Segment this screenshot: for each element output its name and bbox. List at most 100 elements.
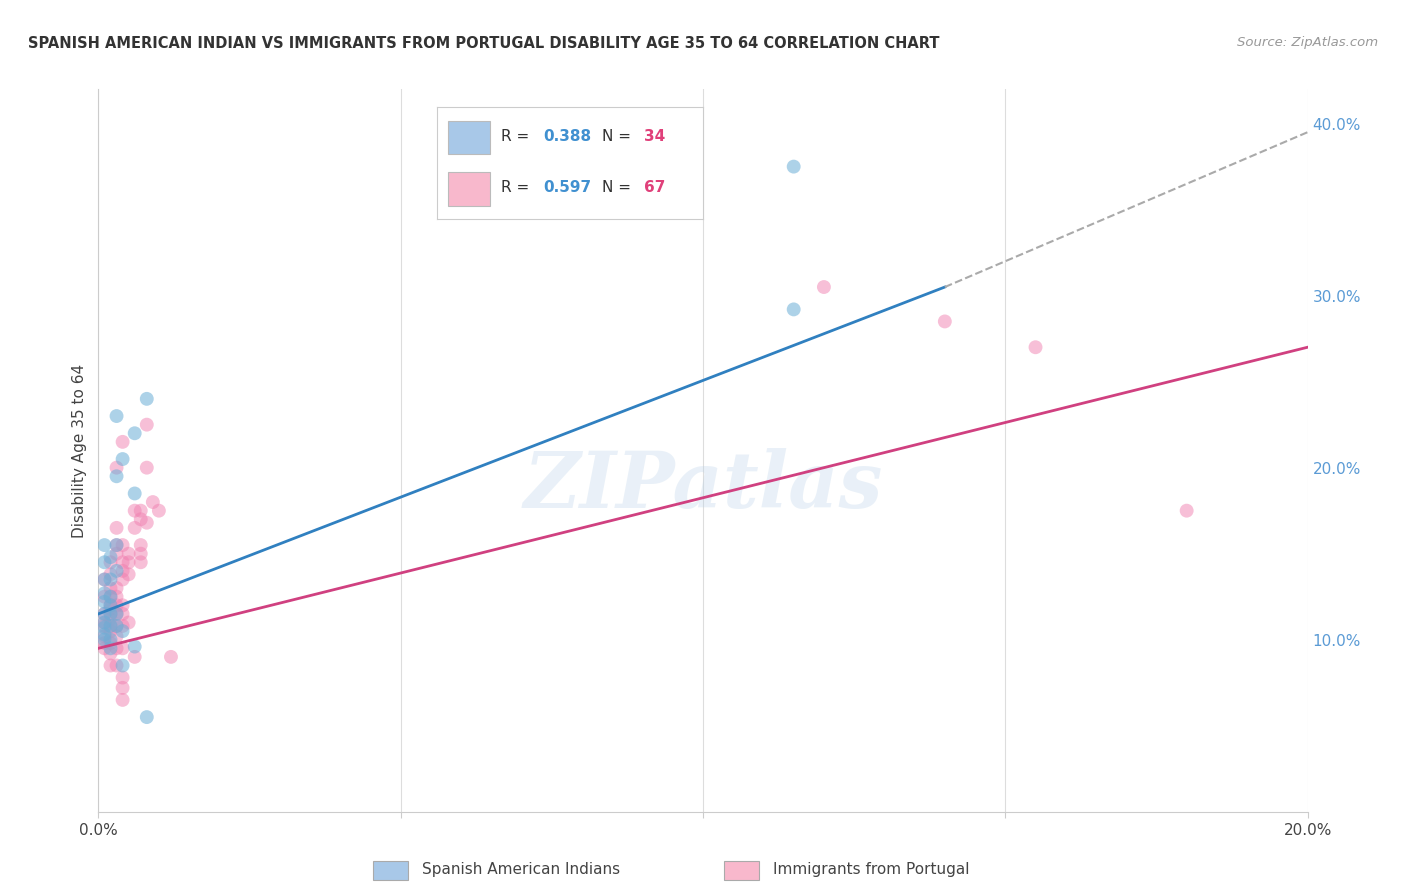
Point <box>783 160 806 174</box>
Text: Spanish American Indians: Spanish American Indians <box>422 863 620 877</box>
Point <box>111 452 134 467</box>
Point <box>105 547 128 561</box>
Point <box>93 627 115 641</box>
Point <box>100 573 122 587</box>
Point <box>111 624 134 639</box>
Point <box>100 581 122 595</box>
Point <box>118 555 141 569</box>
Point <box>1024 340 1046 354</box>
Point <box>111 564 134 578</box>
Text: ZIPatlas: ZIPatlas <box>523 449 883 524</box>
Point <box>111 538 134 552</box>
Point <box>783 302 806 317</box>
Point <box>105 599 128 613</box>
Point <box>100 647 122 661</box>
Point <box>148 503 170 517</box>
Point <box>118 547 141 561</box>
Text: Immigrants from Portugal: Immigrants from Portugal <box>773 863 970 877</box>
Point <box>93 573 115 587</box>
Point <box>100 658 122 673</box>
Point <box>135 392 157 406</box>
Point <box>93 621 115 635</box>
Point <box>105 629 128 643</box>
Point <box>105 619 128 633</box>
Point <box>129 547 152 561</box>
Point <box>100 590 122 604</box>
Point <box>100 619 122 633</box>
Point <box>129 555 152 569</box>
Point <box>105 460 128 475</box>
Point <box>100 607 122 621</box>
Point <box>105 641 128 656</box>
Point <box>111 671 134 685</box>
Point <box>93 586 115 600</box>
Point <box>93 615 115 630</box>
Point <box>934 314 956 328</box>
Point <box>105 409 128 423</box>
Point <box>100 619 122 633</box>
Point <box>105 538 128 552</box>
Point <box>135 417 157 432</box>
Point <box>111 555 134 569</box>
Point <box>111 599 134 613</box>
Point <box>100 599 122 613</box>
Point <box>129 503 152 517</box>
Point <box>118 567 141 582</box>
Point <box>105 590 128 604</box>
Point <box>105 469 128 483</box>
Point <box>105 564 128 578</box>
Point <box>93 573 115 587</box>
Point <box>111 681 134 695</box>
Text: Source: ZipAtlas.com: Source: ZipAtlas.com <box>1237 36 1378 49</box>
Point <box>93 555 115 569</box>
Point <box>118 615 141 630</box>
Point <box>111 658 134 673</box>
Point <box>124 649 146 664</box>
Point <box>105 581 128 595</box>
Point <box>93 615 115 630</box>
Point <box>124 426 146 441</box>
Point <box>105 538 128 552</box>
Point <box>124 503 146 517</box>
Point <box>124 486 146 500</box>
Point <box>100 555 122 569</box>
Point <box>100 601 122 615</box>
Point <box>93 632 115 647</box>
Point <box>135 710 157 724</box>
Point <box>160 649 183 664</box>
Point <box>93 619 115 633</box>
Point <box>111 619 134 633</box>
Point <box>93 590 115 604</box>
Point <box>111 693 134 707</box>
Point <box>93 607 115 621</box>
Point <box>813 280 835 294</box>
Point <box>111 573 134 587</box>
Point <box>111 607 134 621</box>
Point <box>1175 503 1198 517</box>
Point <box>111 641 134 656</box>
Point <box>100 567 122 582</box>
Text: SPANISH AMERICAN INDIAN VS IMMIGRANTS FROM PORTUGAL DISABILITY AGE 35 TO 64 CORR: SPANISH AMERICAN INDIAN VS IMMIGRANTS FR… <box>28 36 939 51</box>
Point <box>93 595 115 609</box>
Point <box>100 624 122 639</box>
Point <box>93 636 115 650</box>
Point <box>100 632 122 647</box>
Point <box>105 607 128 621</box>
Point <box>105 619 128 633</box>
Point <box>100 590 122 604</box>
Point <box>142 495 165 509</box>
Point <box>124 521 146 535</box>
Point <box>100 599 122 613</box>
Point <box>129 512 152 526</box>
Point <box>105 607 128 621</box>
Y-axis label: Disability Age 35 to 64: Disability Age 35 to 64 <box>72 363 87 538</box>
Point <box>100 636 122 650</box>
Point <box>100 641 122 656</box>
Point <box>129 538 152 552</box>
Point <box>105 658 128 673</box>
Point <box>100 612 122 626</box>
Point <box>100 607 122 621</box>
Point <box>124 640 146 654</box>
Point <box>105 521 128 535</box>
Point <box>93 538 115 552</box>
